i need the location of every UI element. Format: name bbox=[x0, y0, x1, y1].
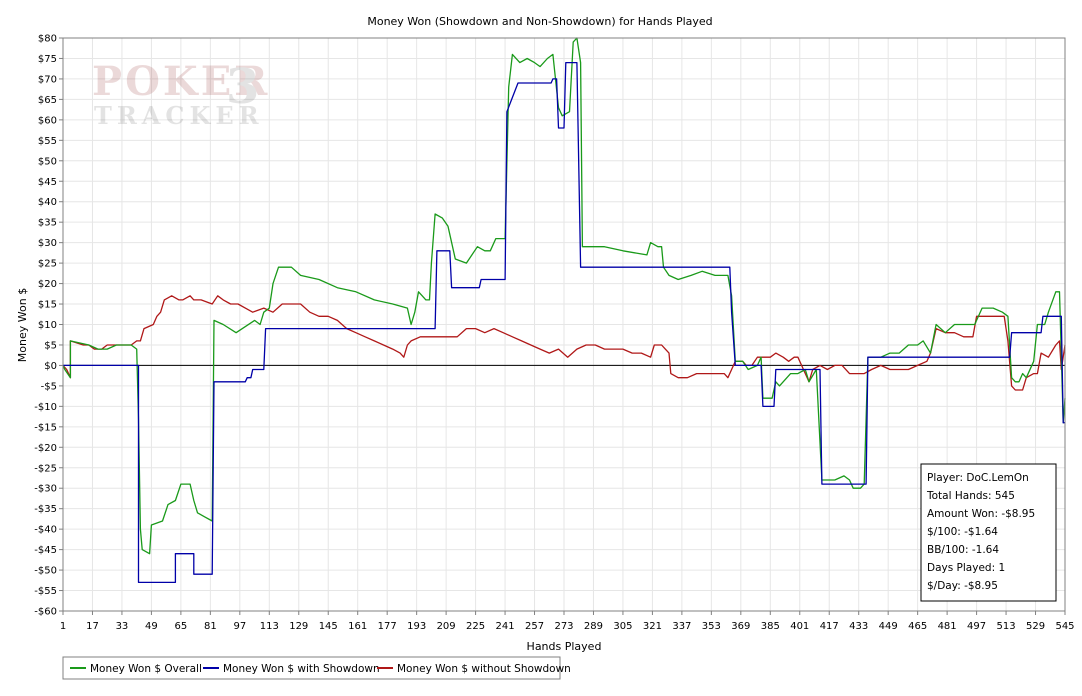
watermark-line1: POKER bbox=[92, 58, 270, 105]
x-tick-label: 385 bbox=[761, 621, 780, 632]
x-tick-label: 289 bbox=[584, 621, 603, 632]
y-tick-label: $50 bbox=[38, 156, 57, 167]
y-tick-label: -$25 bbox=[34, 463, 57, 474]
x-tick-label: 81 bbox=[204, 621, 217, 632]
y-tick-label: -$15 bbox=[34, 422, 57, 433]
y-tick-label: -$45 bbox=[34, 545, 57, 556]
x-tick-label: 33 bbox=[116, 621, 129, 632]
stats-total-hands: Total Hands: 545 bbox=[926, 490, 1015, 502]
y-tick-label: $20 bbox=[38, 279, 57, 290]
y-tick-label: $75 bbox=[38, 54, 57, 65]
x-tick-label: 209 bbox=[437, 621, 456, 632]
x-tick-label: 545 bbox=[1055, 621, 1074, 632]
series-non-showdown-line bbox=[62, 295, 1066, 391]
x-axis: 1 17 33 49 65 81 97 113 129 145 161 177 193 209 225 241… bbox=[60, 611, 1075, 632]
x-tick-label: 193 bbox=[407, 621, 426, 632]
legend-frame bbox=[62, 656, 561, 680]
poker-tracker-watermark: POKER 3 TRACKER bbox=[92, 58, 270, 130]
y-tick-label: $30 bbox=[38, 238, 57, 249]
y-tick-label: -$30 bbox=[34, 484, 57, 495]
x-tick-label: 449 bbox=[879, 621, 898, 632]
y-tick-label: -$60 bbox=[34, 607, 57, 618]
x-tick-label: 49 bbox=[145, 621, 158, 632]
stats-amount-won: Amount Won: -$8.95 bbox=[927, 508, 1035, 520]
y-tick-label: $70 bbox=[38, 74, 57, 85]
x-tick-label: 225 bbox=[466, 621, 485, 632]
y-tick-label: $35 bbox=[38, 218, 57, 229]
y-tick-label: -$5 bbox=[41, 381, 57, 392]
stats-player: Player: DoC.LemOn bbox=[927, 472, 1029, 484]
x-axis-label: Hands Played bbox=[527, 640, 602, 653]
y-axis: $80 $75 $70 $65 $60 $55 $50 $45 $40 $35 $30 $25 $20 $… bbox=[34, 34, 63, 618]
series-layer bbox=[62, 37, 1066, 584]
x-tick-label: 513 bbox=[997, 621, 1016, 632]
legend-label-showdown: Money Won $ with Showdown bbox=[223, 663, 380, 675]
y-tick-label: -$50 bbox=[34, 566, 57, 577]
x-tick-label: 1 bbox=[60, 621, 66, 632]
stats-bb-100: BB/100: -1.64 bbox=[927, 544, 999, 556]
y-tick-label: $80 bbox=[38, 34, 57, 45]
stats-per-day: $/Day: -$8.95 bbox=[927, 580, 998, 592]
x-tick-label: 481 bbox=[938, 621, 957, 632]
x-tick-label: 257 bbox=[525, 621, 544, 632]
x-tick-label: 369 bbox=[731, 621, 750, 632]
legend-label-overall: Money Won $ Overall bbox=[90, 663, 202, 675]
y-tick-label: $25 bbox=[38, 259, 57, 270]
x-tick-label: 433 bbox=[849, 621, 868, 632]
y-axis-label: Money Won $ bbox=[16, 288, 29, 362]
legend-label-non-showdown: Money Won $ without Showdown bbox=[397, 663, 571, 675]
chart-title: Money Won (Showdown and Non-Showdown) fo… bbox=[367, 15, 712, 28]
y-tick-label: -$20 bbox=[34, 443, 57, 454]
stats-days-played: Days Played: 1 bbox=[927, 562, 1005, 574]
x-tick-label: 129 bbox=[289, 621, 308, 632]
x-tick-label: 305 bbox=[613, 621, 632, 632]
y-tick-label: $5 bbox=[44, 340, 57, 351]
watermark-line2: TRACKER bbox=[94, 101, 264, 130]
x-tick-label: 337 bbox=[672, 621, 691, 632]
x-tick-label: 273 bbox=[554, 621, 573, 632]
y-tick-label: $55 bbox=[38, 136, 57, 147]
x-tick-label: 145 bbox=[319, 621, 338, 632]
x-tick-label: 321 bbox=[643, 621, 662, 632]
y-tick-label: $65 bbox=[38, 95, 57, 106]
x-tick-label: 161 bbox=[348, 621, 367, 632]
x-tick-label: 497 bbox=[967, 621, 986, 632]
y-tick-label: $15 bbox=[38, 300, 57, 311]
y-tick-label: -$10 bbox=[34, 402, 57, 413]
x-tick-label: 17 bbox=[86, 621, 99, 632]
x-tick-label: 113 bbox=[260, 621, 279, 632]
y-tick-label: -$55 bbox=[34, 586, 57, 597]
watermark-numeral: 3 bbox=[226, 59, 259, 115]
stats-per-100: $/100: -$1.64 bbox=[927, 526, 998, 538]
x-tick-label: 65 bbox=[175, 621, 188, 632]
x-tick-label: 353 bbox=[702, 621, 721, 632]
y-tick-label: -$40 bbox=[34, 525, 57, 536]
x-tick-label: 417 bbox=[820, 621, 839, 632]
x-tick-label: 401 bbox=[790, 621, 809, 632]
x-tick-label: 465 bbox=[908, 621, 927, 632]
x-tick-label: 529 bbox=[1026, 621, 1045, 632]
y-tick-label: $40 bbox=[38, 197, 57, 208]
series-showdown-line bbox=[63, 61, 1065, 584]
x-tick-label: 177 bbox=[378, 621, 397, 632]
legend: Money Won $ Overall Money Won $ with Sho… bbox=[62, 656, 571, 680]
x-tick-label: 97 bbox=[233, 621, 246, 632]
y-tick-label: -$35 bbox=[34, 504, 57, 515]
y-tick-label: $0 bbox=[44, 361, 57, 372]
x-tick-label: 241 bbox=[496, 621, 515, 632]
y-tick-label: $10 bbox=[38, 320, 57, 331]
gridlines bbox=[62, 37, 1066, 612]
y-tick-label: $45 bbox=[38, 177, 57, 188]
stats-box: Player: DoC.LemOn Total Hands: 545 Amoun… bbox=[920, 463, 1057, 602]
y-tick-label: $60 bbox=[38, 115, 57, 126]
stats-box-frame bbox=[920, 463, 1057, 602]
